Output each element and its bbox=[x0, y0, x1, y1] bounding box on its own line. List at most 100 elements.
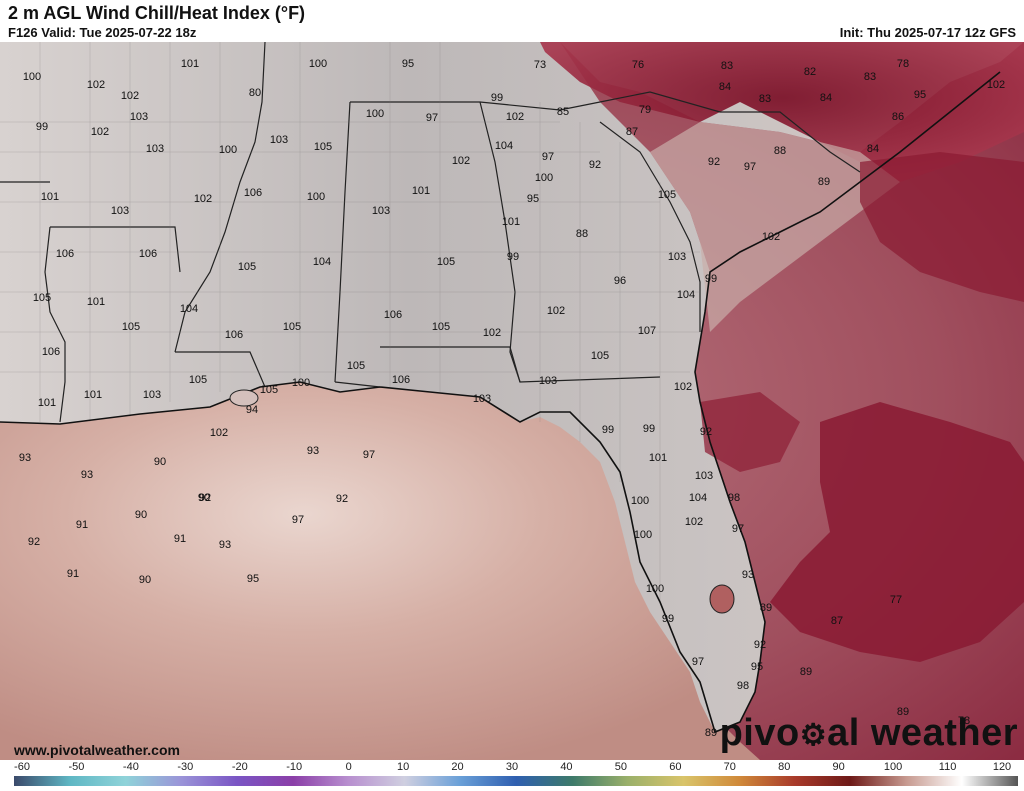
value-label: 103 bbox=[695, 470, 713, 482]
value-label: 90 bbox=[154, 456, 166, 468]
value-label: 73 bbox=[534, 59, 546, 71]
value-label: 101 bbox=[87, 296, 105, 308]
value-label: 101 bbox=[41, 191, 59, 203]
value-label: 98 bbox=[737, 680, 749, 692]
value-label: 97 bbox=[542, 151, 554, 163]
value-label: 97 bbox=[292, 514, 304, 526]
value-label: 105 bbox=[658, 189, 676, 201]
value-label: 105 bbox=[283, 321, 301, 333]
source-url: www.pivotalweather.com bbox=[14, 742, 180, 758]
value-label: 99 bbox=[491, 92, 503, 104]
value-label: 103 bbox=[668, 251, 686, 263]
value-label: 91 bbox=[76, 519, 88, 531]
carolina-coast bbox=[650, 122, 900, 332]
colorbar-tick-label: 20 bbox=[451, 761, 464, 773]
lake-okeechobee bbox=[709, 584, 735, 614]
gulf-of-mexico bbox=[0, 382, 760, 760]
value-label: 96 bbox=[614, 275, 626, 287]
county-lines bbox=[0, 42, 700, 602]
header: 2 m AGL Wind Chill/Heat Index (°F) F126 … bbox=[0, 0, 1024, 42]
value-label: 95 bbox=[247, 573, 259, 585]
value-label: 82 bbox=[804, 66, 816, 78]
value-label: 83 bbox=[759, 93, 771, 105]
value-label: 83 bbox=[864, 71, 876, 83]
colorbar: -60 -50 -40 -30 -20 -10 0 10 20 30 40 50 60 70 80 90 100… bbox=[0, 760, 1024, 791]
value-label: 100 bbox=[219, 144, 237, 156]
value-label: 84 bbox=[820, 92, 832, 104]
coastline bbox=[0, 71, 1001, 734]
value-label: 84 bbox=[867, 143, 879, 155]
value-label: 105 bbox=[260, 384, 278, 396]
brand-logo: pivo⚙al weather bbox=[720, 712, 1018, 755]
value-label: 100 bbox=[366, 108, 384, 120]
value-labels: 100 102 101 100 95 73 76 83 82 83 78 102 102 103 80 84 8… bbox=[19, 58, 1005, 739]
value-label: 100 bbox=[23, 71, 41, 83]
value-label: 105 bbox=[238, 261, 256, 273]
value-label: 99 bbox=[662, 613, 674, 625]
valid-time: F126 Valid: Tue 2025-07-22 18z bbox=[8, 25, 197, 40]
brand-text-1: pivo bbox=[719, 712, 800, 754]
value-label: 105 bbox=[314, 141, 332, 153]
value-label: 106 bbox=[139, 248, 157, 260]
map-title: 2 m AGL Wind Chill/Heat Index (°F) bbox=[8, 3, 306, 23]
value-label: 106 bbox=[56, 248, 74, 260]
value-label: 99 bbox=[507, 251, 519, 263]
value-label: 102 bbox=[987, 79, 1005, 91]
value-label: 105 bbox=[33, 292, 51, 304]
land-southeast-us bbox=[0, 42, 1024, 732]
gear-icon: ⚙ bbox=[799, 719, 828, 752]
value-label: 88 bbox=[774, 145, 786, 157]
value-label: 102 bbox=[547, 305, 565, 317]
colorbar-tick-label: 100 bbox=[883, 761, 903, 773]
value-label: 101 bbox=[649, 452, 667, 464]
value-label: 100 bbox=[634, 529, 652, 541]
value-label: 105 bbox=[591, 350, 609, 362]
value-label: 103 bbox=[143, 389, 161, 401]
value-label: 92 bbox=[28, 536, 40, 548]
value-label: 102 bbox=[194, 193, 212, 205]
value-label: 99 bbox=[705, 273, 717, 285]
value-label: 104 bbox=[495, 140, 513, 152]
value-label: 102 bbox=[762, 231, 780, 243]
value-label: 97 bbox=[692, 656, 704, 668]
atlantic-warm-blob-2 bbox=[860, 152, 1024, 302]
colorbar-tick-label: -60 bbox=[14, 761, 30, 773]
value-label: 93 bbox=[219, 539, 231, 551]
value-label: 105 bbox=[347, 360, 365, 372]
atlantic-warm-blob-1 bbox=[770, 402, 1024, 662]
atlantic-warm-blob-3 bbox=[700, 392, 800, 472]
value-label: 104 bbox=[313, 256, 331, 268]
value-label: 93 bbox=[81, 469, 93, 481]
value-label: 107 bbox=[638, 325, 656, 337]
state-borders bbox=[0, 42, 861, 423]
value-label: 102 bbox=[121, 90, 139, 102]
value-label: 102 bbox=[87, 79, 105, 91]
value-label: 103 bbox=[146, 143, 164, 155]
value-label: 89 bbox=[760, 602, 772, 614]
colorbar-tick-label: -50 bbox=[68, 761, 85, 773]
value-label: 101 bbox=[38, 397, 56, 409]
value-label: 100 bbox=[292, 377, 310, 389]
value-label: 103 bbox=[473, 393, 491, 405]
value-label: 98 bbox=[728, 492, 740, 504]
value-label: 97 bbox=[732, 523, 744, 535]
value-label: 97 bbox=[744, 161, 756, 173]
value-label: 102 bbox=[452, 155, 470, 167]
value-label: 102 bbox=[483, 327, 501, 339]
value-label: 103 bbox=[130, 111, 148, 123]
value-label: 102 bbox=[210, 427, 228, 439]
colorbar-tick-label: 70 bbox=[723, 761, 736, 773]
value-label: 99 bbox=[643, 423, 655, 435]
value-label: 93 bbox=[307, 445, 319, 457]
heat-index-map: 100 102 101 100 95 73 76 83 82 83 78 102 102 103 80 84 8… bbox=[0, 42, 1024, 760]
value-label: 89 bbox=[818, 176, 830, 188]
colorbar-tick-label: -40 bbox=[122, 761, 139, 773]
colorbar-strip bbox=[14, 776, 1018, 786]
value-label: 92 bbox=[754, 639, 766, 651]
colorbar-tick-label: 30 bbox=[505, 761, 519, 773]
value-label: 77 bbox=[890, 594, 902, 606]
value-label: 92 bbox=[700, 426, 712, 438]
value-label: 106 bbox=[225, 329, 243, 341]
value-label: 93 bbox=[19, 452, 31, 464]
value-label: 86 bbox=[892, 111, 904, 123]
